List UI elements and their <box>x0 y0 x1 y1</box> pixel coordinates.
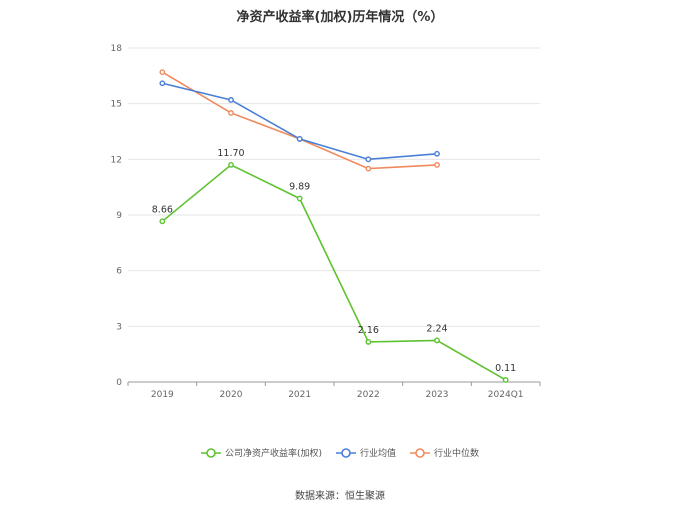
data-point <box>434 337 440 344</box>
axes: 0 3 6 9 12 15 18 2019 2020 2021 2022 2023 2024Q1 <box>111 44 541 400</box>
legend-swatch <box>336 447 356 458</box>
source-note: 数据来源：恒生聚源 <box>295 491 385 502</box>
x-tick-label: 2019 <box>151 390 174 400</box>
data-point <box>228 97 234 103</box>
x-tick-label: 2024Q1 <box>488 390 524 400</box>
data-point <box>159 218 166 225</box>
legend-label: 行业均值 <box>360 449 397 459</box>
series-line <box>161 163 507 381</box>
data-point <box>296 195 303 202</box>
series-line <box>161 71 438 170</box>
y-tick-label: 18 <box>111 44 123 54</box>
data-point <box>365 165 372 172</box>
legend: 公司净资产收益率(加权) 行业均值 行业中位数 <box>0 446 680 459</box>
data-label: 8.66 <box>152 204 173 215</box>
data-point <box>159 69 166 76</box>
legend-item[interactable]: 公司净资产收益率(加权) <box>200 446 322 459</box>
y-tick-label: 15 <box>111 100 122 110</box>
x-tick-label: 2021 <box>288 390 311 400</box>
y-tick-label: 9 <box>116 211 122 221</box>
data-label: 0.11 <box>495 363 516 374</box>
legend-item[interactable]: 行业中位数 <box>410 446 479 459</box>
data-label: 2.16 <box>358 325 379 336</box>
x-tick-label: 2022 <box>357 390 380 400</box>
chart-title: 净资产收益率(加权)历年情况（%） <box>236 10 444 25</box>
legend-item[interactable]: 行业均值 <box>336 446 396 459</box>
legend-label: 行业中位数 <box>434 449 480 459</box>
series-lines <box>159 69 509 383</box>
legend-swatch <box>410 447 431 458</box>
data-point <box>228 110 234 116</box>
data-labels: 8.66 11.70 9.89 2.16 2.24 0.11 <box>152 148 516 374</box>
data-point <box>365 339 372 345</box>
data-point <box>296 136 303 142</box>
data-point <box>365 156 372 163</box>
y-tick-label: 6 <box>116 267 122 277</box>
data-label: 11.70 <box>217 148 244 159</box>
x-tick-label: 2020 <box>220 390 243 400</box>
data-point <box>159 80 166 87</box>
y-tick-label: 0 <box>116 378 122 388</box>
legend-label: 公司净资产收益率(加权) <box>224 449 322 459</box>
data-point <box>434 161 440 168</box>
data-point <box>434 150 440 157</box>
y-tick-label: 3 <box>116 322 122 332</box>
data-label: 2.24 <box>426 323 447 334</box>
data-label: 9.89 <box>289 181 310 192</box>
x-tick-label: 2023 <box>426 390 449 400</box>
legend-swatch <box>200 447 221 458</box>
y-tick-label: 12 <box>111 155 122 165</box>
data-point <box>228 161 234 168</box>
series-line <box>162 82 438 161</box>
data-point <box>502 377 509 383</box>
